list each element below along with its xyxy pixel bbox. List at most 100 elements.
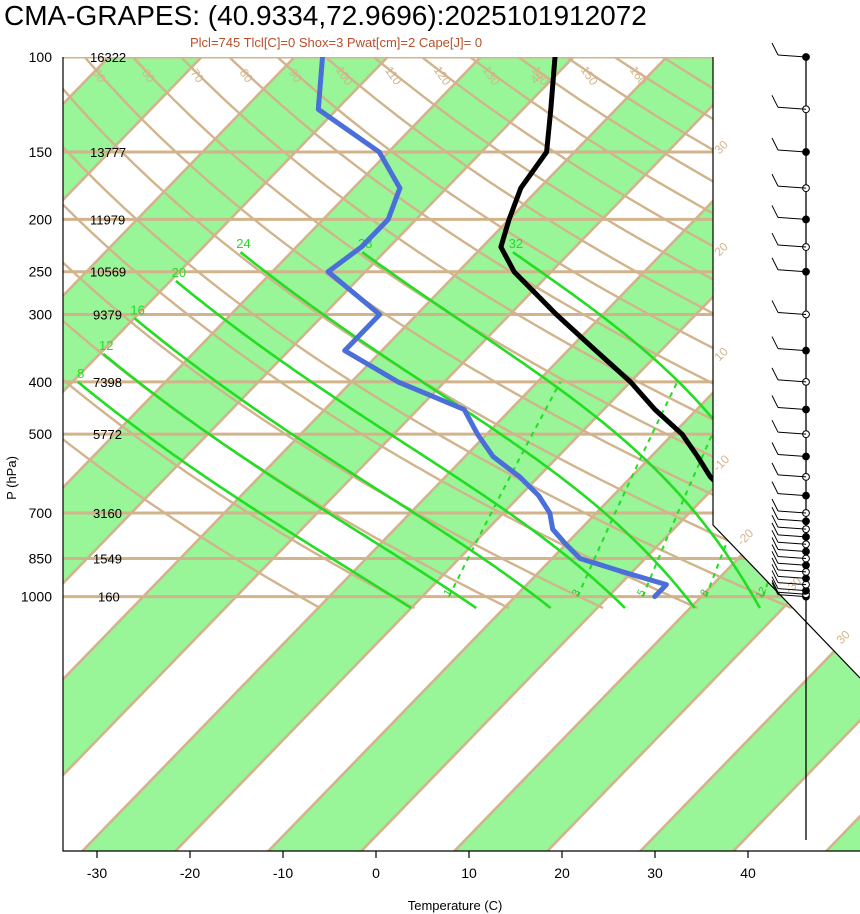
wind-barb-staff	[777, 406, 807, 410]
isotherm-line	[63, 57, 482, 851]
dry-adiabat	[63, 57, 321, 610]
wind-barb-staff	[777, 582, 807, 586]
wind-barb-staff	[777, 518, 807, 522]
wind-barb-flag	[771, 507, 779, 520]
wind-barb-staff	[777, 54, 807, 58]
wind-barb-staff	[777, 379, 807, 383]
height-label: 1549	[93, 552, 122, 567]
y-axis-label: P (hPa)	[4, 456, 19, 500]
dry-adiabat	[276, 57, 860, 610]
moist-adiabat-label: 24	[236, 236, 250, 251]
pressure-tick-label: 400	[29, 374, 53, 390]
wind-barb-flag	[771, 336, 779, 349]
temperature-tick-label: -10	[273, 865, 293, 881]
wind-barb-flag	[771, 564, 779, 577]
height-label: 10569	[90, 265, 126, 280]
dry-adiabat	[63, 57, 604, 610]
mixing-ratio-line	[837, 381, 860, 597]
mixing-ratio-line	[448, 381, 562, 598]
isotherm-line	[63, 57, 668, 851]
wind-barb-staff	[777, 348, 807, 352]
wind-barb-flag	[771, 173, 779, 187]
height-label: 5772	[93, 427, 122, 442]
wind-barb-staff	[777, 454, 807, 457]
wind-barb-flag	[771, 557, 779, 571]
isotherm-band	[63, 57, 574, 851]
mixing-ratio-label: 8	[699, 587, 712, 598]
isotherm-line	[63, 57, 575, 851]
wind-barb-staff	[777, 575, 807, 579]
wind-barb-staff	[777, 216, 807, 220]
wind-barb-flag	[771, 498, 779, 512]
isotherm-band	[63, 57, 760, 851]
moist-adiabat	[133, 317, 552, 610]
wind-barb-staff	[777, 591, 807, 595]
wind-barb-staff	[777, 185, 807, 189]
plot-frame	[62, 57, 860, 852]
pressure-tick-label: 700	[29, 505, 53, 521]
wind-barb-staff	[777, 311, 807, 315]
wind-barb-staff	[777, 549, 807, 553]
temperature-tick-label: -20	[180, 865, 200, 881]
pressure-tick-label: 100	[29, 49, 53, 65]
dewpoint-profile	[315, 57, 669, 600]
wind-barb-flag	[771, 42, 779, 56]
wind-barb-staff	[777, 569, 807, 573]
moist-adiabat	[76, 380, 412, 610]
moist-adiabat-label: 8	[77, 366, 84, 381]
moist-adiabat	[361, 251, 762, 609]
height-label: 11979	[90, 212, 125, 227]
wind-barbs	[771, 42, 810, 840]
isotherm-label: -20	[734, 526, 756, 548]
wind-barb-flag	[771, 300, 779, 313]
wind-barb-flag	[771, 582, 779, 595]
wind-barb-flag	[771, 514, 779, 528]
height-label: 160	[98, 590, 120, 605]
moist-adiabat	[102, 352, 477, 610]
isotherm-line	[219, 57, 860, 851]
temperature-tick-label: 20	[554, 865, 570, 881]
isotherm-bands	[63, 57, 860, 851]
wind-barb-staff	[777, 244, 807, 248]
wind-barb-flag	[771, 137, 779, 151]
moist-adiabat-label: 32	[509, 236, 523, 251]
wind-barb-staff	[777, 556, 807, 560]
moist-adiabat-label: 20	[172, 265, 186, 280]
wind-barb-flag	[771, 419, 779, 433]
wind-barb-staff	[777, 493, 807, 497]
wind-barb-staff	[777, 510, 807, 514]
wind-barb-flag	[771, 395, 779, 408]
pressure-tick-label: 1000	[21, 589, 52, 605]
wind-barb-staff	[777, 588, 807, 592]
height-label: 9379	[93, 307, 122, 322]
mixing-ratio-line	[641, 381, 738, 597]
wind-barb-flag	[771, 257, 779, 270]
wind-barb-flag	[771, 551, 779, 564]
height-label: 13777	[90, 145, 126, 160]
wind-barb-staff	[777, 594, 807, 598]
isotherm-band	[406, 57, 860, 851]
wind-barb-staff	[777, 562, 807, 566]
dry-adiabat	[854, 57, 860, 610]
mixing-ratio-label: 20	[829, 585, 844, 601]
isotherm-label: 10	[711, 344, 731, 364]
temperature-tick-label: 30	[647, 865, 663, 881]
dry-adiabat-label: 80	[237, 66, 256, 85]
isotherm-line	[63, 57, 761, 851]
height-label: 3160	[93, 506, 122, 521]
wind-barb-flag	[771, 95, 779, 108]
chart-title: CMA-GRAPES: (40.9334,72.9696):2025101912…	[4, 0, 647, 31]
wind-barb-flag	[771, 576, 779, 589]
wind-barb-flag	[771, 580, 779, 593]
wind-barb-flag	[771, 522, 779, 536]
wind-barb-flag	[771, 442, 779, 455]
pressure-tick-label: 300	[29, 306, 53, 322]
chart-subtitle: Plcl=745 Tlcl[C]=0 Shox=3 Pwat[cm]=2 Cap…	[190, 35, 483, 50]
moist-adiabat	[239, 251, 696, 609]
isotherm-line	[63, 57, 389, 851]
wind-barb-flag	[771, 544, 779, 557]
pressure-tick-label: 850	[29, 551, 53, 567]
wind-barb-flag	[771, 367, 779, 381]
dry-adiabat	[324, 57, 860, 610]
